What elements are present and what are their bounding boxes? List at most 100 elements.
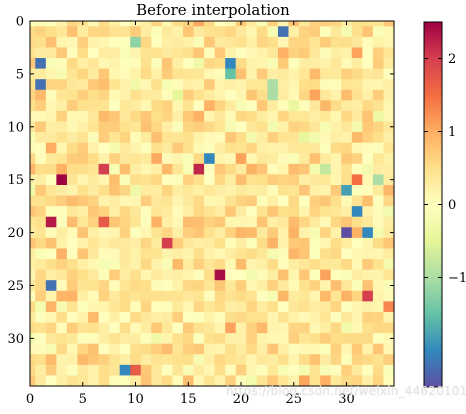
- heatmap-cell: [45, 311, 57, 323]
- heatmap-cell: [151, 26, 163, 38]
- heatmap-cell: [309, 174, 321, 186]
- heatmap-cell: [288, 206, 300, 218]
- heatmap-cell: [172, 333, 184, 345]
- heatmap-cell: [119, 132, 131, 144]
- heatmap-cell: [193, 47, 205, 59]
- heatmap-cell: [383, 79, 395, 91]
- heatmap-cell: [182, 68, 194, 80]
- heatmap-cell: [267, 26, 279, 38]
- heatmap-cell: [320, 322, 332, 334]
- heatmap-cell: [172, 311, 184, 323]
- heatmap-cell: [66, 301, 78, 313]
- heatmap-cell: [299, 290, 310, 302]
- heatmap-cell: [330, 206, 342, 218]
- heatmap-cell: [151, 216, 163, 228]
- heatmap-cell: [130, 47, 142, 59]
- heatmap-cell: [309, 290, 321, 302]
- heatmap-cell: [182, 301, 194, 313]
- heatmap-cell: [119, 311, 131, 323]
- heatmap-cell: [372, 269, 384, 281]
- heatmap-cell: [140, 364, 152, 376]
- heatmap-cell: [151, 184, 163, 196]
- heatmap-cell: [299, 21, 310, 27]
- heatmap-cell: [320, 280, 332, 292]
- heatmap-cell: [193, 343, 205, 355]
- heatmap-cell: [267, 237, 279, 249]
- heatmap-cell: [98, 26, 110, 38]
- heatmap-cell: [214, 206, 226, 218]
- heatmap-cell: [193, 216, 205, 228]
- heatmap-cell: [77, 79, 89, 91]
- heatmap-cell: [351, 195, 363, 207]
- heatmap-cell: [204, 333, 216, 345]
- heatmap-cell: [193, 280, 205, 292]
- heatmap-cell: [330, 343, 342, 355]
- heatmap-cell: [182, 280, 194, 292]
- heatmap-cell: [140, 100, 152, 112]
- heatmap-cell: [267, 301, 279, 313]
- heatmap-cell: [225, 301, 237, 313]
- heatmap-cell: [235, 375, 247, 387]
- heatmap-cell: [362, 354, 374, 366]
- heatmap-cell: [56, 153, 68, 165]
- heatmap-cell: [288, 58, 300, 70]
- heatmap-cell: [256, 269, 268, 281]
- heatmap-cell: [109, 89, 121, 101]
- heatmap-cell: [182, 47, 194, 59]
- heatmap-cell: [193, 311, 205, 323]
- heatmap-cell: [161, 79, 173, 91]
- heatmap-cell: [77, 375, 89, 387]
- heatmap-cell: [109, 248, 121, 260]
- heatmap-cell: [299, 333, 310, 345]
- heatmap-cell: [204, 206, 216, 218]
- heatmap-cell: [66, 259, 78, 271]
- heatmap-cell: [383, 36, 395, 48]
- heatmap-cell: [235, 364, 247, 376]
- heatmap-cell: [330, 269, 342, 281]
- y-tick-label: 30: [7, 332, 24, 347]
- heatmap-cell: [256, 174, 268, 186]
- heatmap-cell: [45, 248, 57, 260]
- heatmap-cell: [98, 79, 110, 91]
- heatmap-cell: [351, 47, 363, 59]
- heatmap-cell: [362, 301, 374, 313]
- heatmap-cell: [119, 26, 131, 38]
- heatmap-cell: [161, 343, 173, 355]
- heatmap-cell: [151, 89, 163, 101]
- heatmap-cell: [119, 227, 131, 239]
- heatmap-cell: [330, 322, 342, 334]
- heatmap-cell: [66, 174, 78, 186]
- heatmap-cell: [320, 290, 332, 302]
- heatmap-cell: [246, 216, 258, 228]
- heatmap-cell: [277, 100, 289, 112]
- heatmap-cell: [351, 153, 363, 165]
- heatmap-cell: [277, 354, 289, 366]
- heatmap-cell: [77, 195, 89, 207]
- heatmap-cell: [98, 89, 110, 101]
- heatmap-cell: [320, 58, 332, 70]
- heatmap-cell: [109, 301, 121, 313]
- heatmap-cell: [77, 58, 89, 70]
- x-tick-label: 25: [285, 392, 302, 407]
- colorbar-tick-label: 1: [448, 125, 456, 140]
- heatmap-cell: [88, 184, 99, 196]
- heatmap-cell: [235, 290, 247, 302]
- heatmap-cell: [140, 259, 152, 271]
- heatmap-cell: [45, 280, 57, 292]
- heatmap-cell: [109, 259, 121, 271]
- heatmap-cell: [98, 206, 110, 218]
- heatmap-cell: [35, 280, 47, 292]
- heatmap-cell: [330, 100, 342, 112]
- heatmap-cell: [383, 280, 395, 292]
- heatmap-cell: [383, 47, 395, 59]
- heatmap-cell: [330, 280, 342, 292]
- heatmap-cell: [246, 89, 258, 101]
- heatmap-cell: [256, 227, 268, 239]
- heatmap-cell: [130, 68, 142, 80]
- heatmap-cell: [182, 322, 194, 334]
- heatmap-cell: [77, 354, 89, 366]
- heatmap-cell: [119, 79, 131, 91]
- heatmap-cell: [45, 195, 57, 207]
- heatmap-cell: [204, 163, 216, 175]
- heatmap-cell: [246, 163, 258, 175]
